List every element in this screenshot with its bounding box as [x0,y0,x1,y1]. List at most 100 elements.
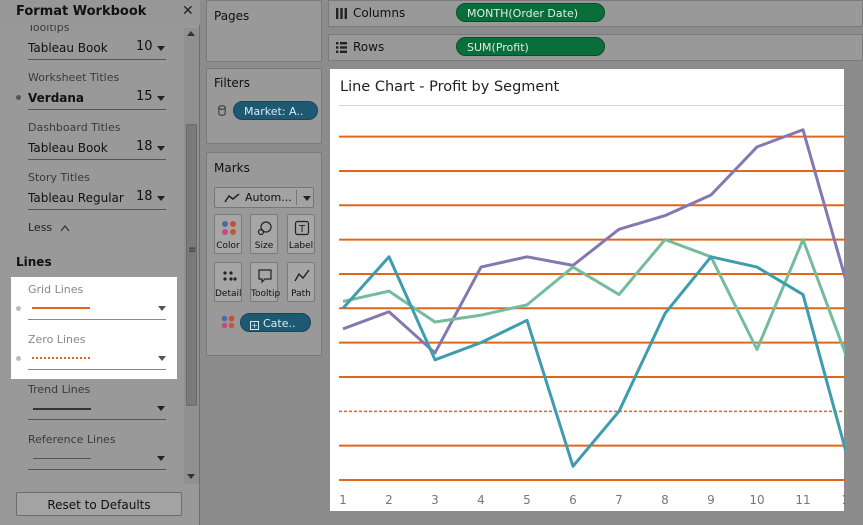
divider [28,59,166,60]
color-icon [222,221,236,235]
line-mark-icon [224,193,240,203]
tooltips-label: Tooltips [28,25,70,34]
lines-section-title: Lines [16,255,52,269]
zero-lines-label: Zero Lines [28,333,86,346]
series-line-3[interactable] [341,255,846,468]
trend-lines-sample[interactable] [33,408,91,410]
divider [28,369,166,370]
divider [28,159,166,160]
less-label: Less [28,221,53,234]
dashboard-titles-font[interactable]: Tableau Book [28,141,108,155]
resize-grip-icon[interactable]: ≡ [188,245,197,256]
pages-title: Pages [214,9,250,23]
format-panel: Format Workbook ✕ Tooltips Tableau Book … [0,0,200,525]
database-icon [218,105,226,116]
x-tick-label: 11 [795,493,810,507]
tooltip-icon [258,269,272,284]
color-button[interactable]: Color [214,214,242,254]
detail-icon [223,271,237,281]
x-tick-label: 7 [615,493,623,507]
size-icon [257,221,272,236]
columns-label: Columns [353,6,406,20]
chevron-down-icon[interactable] [157,456,165,461]
divider [28,419,166,420]
tooltips-font[interactable]: Tableau Book [28,41,108,55]
chevron-down-icon[interactable] [303,196,311,201]
detail-button[interactable]: Detail [214,262,242,302]
filters-card: Filters Market: A.. [206,68,322,144]
reset-to-defaults-button[interactable]: Reset to Defaults [16,492,182,516]
mark-type-label: Autom... [245,191,292,204]
tooltips-size[interactable]: 10 [136,39,153,54]
scrollbar-thumb[interactable] [186,124,197,406]
less-toggle[interactable]: Less [28,221,70,234]
divider [339,105,844,106]
x-tick-label: 3 [431,493,439,507]
chevron-down-icon[interactable] [157,46,165,51]
panel-header: Format Workbook ✕ [0,0,200,25]
x-tick-label: 5 [523,493,531,507]
story-titles-font[interactable]: Tableau Regular [28,191,124,205]
tooltip-label: Tooltip [251,289,281,299]
close-icon[interactable]: ✕ [182,3,194,19]
chevron-down-icon[interactable] [158,306,166,311]
filters-title: Filters [214,76,250,90]
x-tick-label: 10 [749,493,764,507]
label-label: Label [288,241,314,251]
size-label: Size [254,241,274,251]
format-scroll-area: Tooltips Tableau Book 10 Worksheet Title… [0,25,200,483]
plus-box-icon: + [250,321,259,330]
x-tick-label: 4 [477,493,485,507]
category-pill-label: Cate.. [263,317,296,330]
path-icon [294,269,310,282]
path-label: Path [291,289,311,299]
rows-pill-profit[interactable]: SUM(Profit) [456,37,605,56]
columns-pill-month[interactable]: MONTH(Order Date) [456,3,605,22]
chart-title: Line Chart - Profit by Segment [340,79,560,95]
color-legend-icon [221,315,235,329]
dashboard-titles-size[interactable]: 18 [136,139,153,154]
divider [28,319,166,320]
path-button[interactable]: Path [287,262,315,302]
changed-indicator-icon [16,306,21,311]
story-titles-size[interactable]: 18 [136,189,153,204]
reference-lines-label: Reference Lines [28,433,116,446]
highlighted-lines-box: Grid Lines Zero Lines [11,277,177,379]
mark-type-dropdown[interactable]: Autom... [214,187,314,208]
divider [296,190,297,205]
grid-lines-sample[interactable] [32,307,90,309]
x-tick-label: 2 [385,493,393,507]
marks-category-pill[interactable]: + Cate.. [240,313,311,332]
view-scrollbar[interactable] [845,68,863,512]
changed-indicator-icon [16,356,21,361]
detail-label: Detail [215,289,242,299]
tooltip-button[interactable]: Tooltip [250,262,281,302]
chevron-down-icon[interactable] [157,146,165,151]
x-tick-label: 1 [339,493,347,507]
color-label: Color [216,241,240,251]
x-tick-label: 9 [707,493,715,507]
x-tick-label: 12 [841,493,846,507]
chevron-down-icon[interactable] [157,96,165,101]
worksheet-titles-size[interactable]: 15 [136,89,153,104]
chevron-down-icon[interactable] [157,196,165,201]
zero-lines-sample[interactable] [32,357,90,359]
reference-lines-sample[interactable] [33,458,91,459]
size-button[interactable]: Size [250,214,278,254]
grid-lines-label: Grid Lines [28,283,84,296]
worksheet-titles-font[interactable]: Verdana [28,91,85,105]
chevron-up-icon [60,225,70,232]
chevron-down-icon[interactable] [157,406,165,411]
scroll-down-icon[interactable] [187,474,195,479]
label-button[interactable]: T Label [287,214,315,254]
panel-scrollbar[interactable] [184,28,199,484]
columns-icon [336,8,347,19]
trend-lines-label: Trend Lines [28,383,91,396]
chevron-down-icon[interactable] [158,356,166,361]
x-tick-label: 6 [569,493,577,507]
line-chart[interactable]: 123456789101112 [330,69,846,513]
filter-pill-market[interactable]: Market: A.. [233,101,318,120]
series-line-2[interactable] [342,238,846,364]
scroll-up-icon[interactable] [187,31,195,36]
